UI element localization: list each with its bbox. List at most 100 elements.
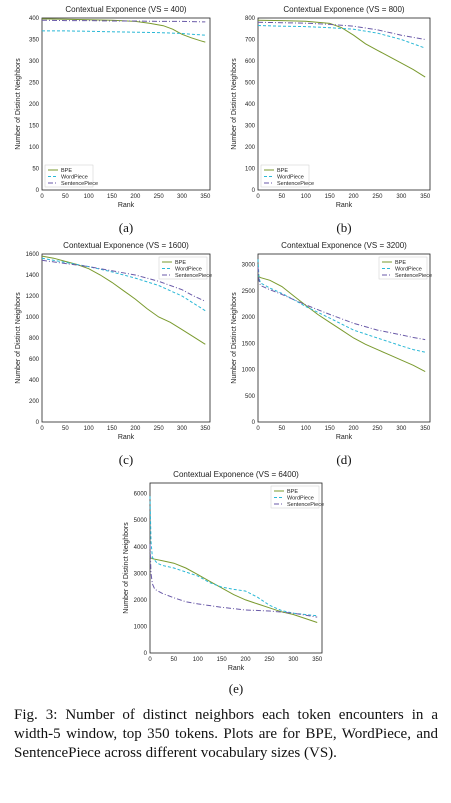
x-tick-label: 150 [107, 194, 118, 200]
y-tick-label: 500 [245, 81, 256, 87]
legend-entry: BPE [287, 489, 298, 495]
series-line-sentencepiece [257, 21, 426, 40]
series-line-bpe [257, 275, 426, 373]
x-tick-label: 0 [40, 194, 44, 200]
x-tick-label: 350 [312, 657, 323, 663]
plot-frame [41, 17, 211, 191]
legend-entry: SentencePiece [61, 181, 98, 187]
series-line-wordpiece [257, 25, 426, 49]
x-tick-label: 100 [193, 657, 204, 663]
legend-entry: BPE [277, 168, 288, 174]
y-tick-label: 1000 [134, 624, 148, 630]
x-tick-label: 150 [325, 426, 336, 432]
series-line-sentencepiece [41, 259, 206, 302]
y-tick-label: 1600 [26, 252, 40, 258]
x-axis-label: Rank [118, 434, 135, 441]
y-tick-label: 0 [36, 420, 40, 426]
chart-3: Contextual Exponence (VS = 1600) 0 50 100 15… [15, 241, 212, 467]
x-tick-label: 200 [130, 426, 141, 432]
x-tick-label: 200 [241, 657, 252, 663]
x-tick-label: 200 [349, 426, 360, 432]
legend-entry: BPE [175, 260, 186, 266]
x-tick-label: 300 [288, 657, 299, 663]
series-line-bpe [257, 19, 426, 78]
chart-title: Contextual Exponence (VS = 1600) [63, 241, 189, 250]
series-line-sentencepiece [149, 544, 318, 618]
x-tick-label: 250 [154, 194, 165, 200]
x-tick-label: 250 [154, 426, 165, 432]
figure-caption: Fig. 3: Number of distinct neighbors eac… [14, 707, 438, 761]
y-tick-label: 3000 [242, 263, 256, 269]
x-tick-label: 50 [279, 426, 286, 432]
subfigure-label: (b) [336, 220, 351, 235]
chart-5: Contextual Exponence (VS = 6400) 0 50 100 15… [123, 470, 324, 696]
y-tick-label: 2000 [242, 315, 256, 321]
x-tick-label: 350 [200, 426, 211, 432]
y-tick-label: 50 [32, 167, 39, 173]
chart-title: Contextual Exponence (VS = 800) [283, 5, 405, 14]
chart-title: Contextual Exponence (VS = 3200) [281, 241, 407, 250]
legend-entry: WordPiece [287, 496, 314, 502]
subfigure-label: (e) [229, 681, 243, 696]
y-tick-label: 0 [36, 188, 40, 194]
subfigure-label: (a) [119, 220, 133, 235]
y-tick-label: 800 [245, 16, 256, 22]
plot-frame [149, 482, 323, 654]
chart-4: Contextual Exponence (VS = 3200) 0 50 100 15… [231, 241, 432, 467]
legend-entry: WordPiece [395, 267, 422, 273]
y-axis-label: Number of Distinct Neighbors [231, 58, 238, 150]
y-axis-label: Number of Distinct Neighbors [123, 522, 130, 614]
x-tick-label: 100 [84, 426, 95, 432]
y-tick-label: 600 [29, 357, 40, 363]
series-line-wordpiece [42, 30, 206, 36]
series-line-bpe [41, 18, 206, 43]
chart-2: Contextual Exponence (VS = 800) 0 50 100 150… [231, 5, 431, 235]
x-tick-label: 200 [349, 194, 360, 200]
legend-entry: SentencePiece [277, 181, 314, 187]
y-tick-label: 100 [29, 145, 40, 151]
x-tick-label: 350 [420, 194, 431, 200]
x-tick-label: 0 [40, 426, 44, 432]
x-tick-label: 300 [177, 194, 188, 200]
y-tick-label: 350 [29, 38, 40, 44]
x-tick-label: 50 [279, 194, 286, 200]
y-tick-label: 600 [245, 59, 256, 65]
y-tick-label: 500 [245, 394, 256, 400]
x-tick-label: 100 [301, 426, 312, 432]
chart-title: Contextual Exponence (VS = 6400) [173, 470, 299, 479]
y-tick-label: 300 [245, 124, 256, 130]
x-tick-label: 50 [62, 426, 69, 432]
y-tick-label: 100 [245, 167, 256, 173]
plot-frame [257, 253, 431, 423]
legend-entry: BPE [61, 168, 72, 174]
x-tick-label: 150 [107, 426, 118, 432]
x-tick-label: 0 [256, 426, 260, 432]
y-axis-label: Number of Distinct Neighbors [15, 292, 22, 384]
series-line-wordpiece [41, 257, 206, 312]
plot-frame [257, 17, 431, 191]
x-tick-label: 350 [420, 426, 431, 432]
x-tick-label: 100 [301, 194, 312, 200]
y-tick-label: 2500 [242, 289, 256, 295]
y-tick-label: 4000 [134, 545, 148, 551]
x-tick-label: 150 [325, 194, 336, 200]
y-tick-label: 1200 [26, 294, 40, 300]
y-tick-label: 400 [29, 16, 40, 22]
y-tick-label: 5000 [134, 518, 148, 524]
y-tick-label: 1500 [242, 341, 256, 347]
y-tick-label: 200 [29, 399, 40, 405]
y-tick-label: 0 [252, 188, 256, 194]
x-tick-label: 50 [171, 657, 178, 663]
y-tick-label: 400 [29, 378, 40, 384]
x-axis-label: Rank [336, 434, 353, 441]
y-tick-label: 1000 [242, 368, 256, 374]
legend-entry: WordPiece [61, 175, 88, 181]
y-tick-label: 800 [29, 336, 40, 342]
legend-entry: WordPiece [175, 267, 202, 273]
y-axis-label: Number of Distinct Neighbors [15, 58, 22, 150]
series-line-sentencepiece [41, 19, 206, 23]
series-line-wordpiece [149, 496, 318, 617]
